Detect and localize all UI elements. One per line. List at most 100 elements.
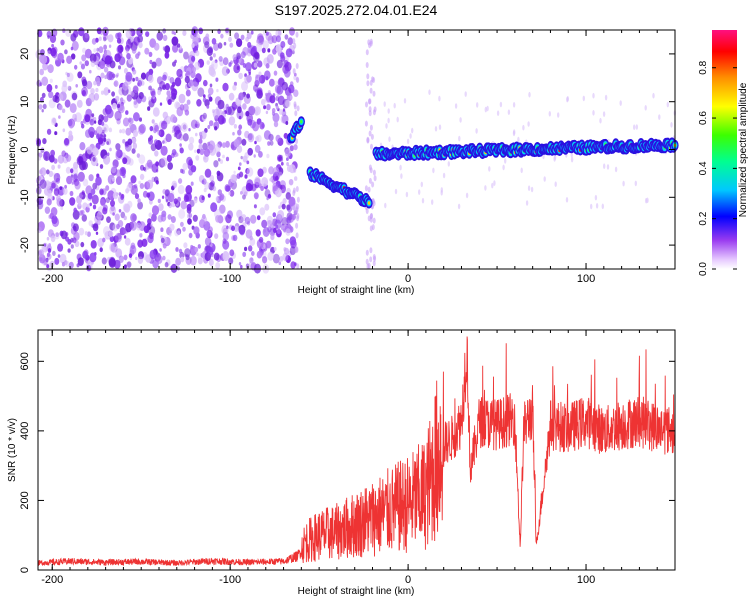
noise-speckle — [89, 252, 97, 263]
noise-speckle — [174, 77, 182, 87]
noise-speckle — [232, 234, 238, 242]
noise-speckle — [111, 91, 115, 97]
noise-speckle — [248, 245, 253, 252]
noise-speckle — [266, 54, 274, 64]
noise-speckle — [237, 129, 242, 136]
noise-speckle — [110, 204, 115, 212]
noise-speckle — [187, 218, 192, 225]
noise-speckle — [193, 33, 201, 43]
noise-speckle — [233, 124, 237, 129]
noise-speckle — [165, 133, 172, 143]
noise-speckle — [93, 80, 97, 86]
noise-speckle — [77, 171, 85, 182]
noise-speckle — [459, 117, 462, 123]
noise-speckle — [269, 95, 276, 104]
snr-y-tick-label: 0 — [19, 567, 31, 573]
noise-speckle — [46, 169, 50, 175]
noise-speckle — [502, 164, 505, 171]
noise-speckle — [118, 192, 122, 196]
noise-speckle — [234, 32, 240, 40]
noise-speckle — [150, 143, 157, 152]
noise-speckle — [250, 30, 254, 35]
noise-speckle — [90, 88, 95, 95]
colorbar-gradient — [712, 30, 737, 269]
noise-speckle — [277, 210, 285, 220]
noise-speckle — [91, 38, 97, 45]
noise-speckle — [80, 63, 86, 70]
noise-speckle — [203, 148, 210, 157]
noise-speckle — [635, 124, 638, 130]
noise-speckle — [175, 152, 179, 157]
noise-speckle — [365, 101, 368, 108]
noise-speckle — [272, 112, 280, 123]
noise-speckle — [38, 249, 44, 258]
noise-speckle — [411, 127, 414, 134]
noise-speckle — [101, 62, 105, 66]
noise-speckle — [232, 84, 237, 91]
noise-speckle — [81, 79, 88, 87]
noise-speckle — [372, 90, 376, 97]
noise-speckle — [136, 153, 141, 159]
noise-speckle — [115, 169, 122, 178]
noise-speckle — [41, 109, 44, 113]
snr-x-tick-label: -200 — [41, 574, 63, 586]
noise-speckle — [171, 88, 178, 97]
noise-speckle — [109, 147, 112, 152]
noise-speckle — [204, 168, 212, 178]
noise-speckle — [434, 126, 438, 132]
noise-speckle — [148, 137, 153, 145]
noise-speckle — [39, 96, 44, 103]
noise-speckle — [98, 36, 102, 41]
noise-speckle — [184, 76, 190, 84]
noise-speckle — [82, 250, 88, 259]
noise-speckle — [232, 131, 235, 136]
noise-speckle — [139, 183, 145, 189]
noise-speckle — [103, 115, 109, 123]
noise-speckle — [104, 75, 108, 80]
ridge-core — [367, 201, 371, 205]
noise-speckle — [89, 202, 92, 207]
noise-speckle — [168, 232, 172, 237]
noise-speckle — [266, 103, 271, 111]
noise-speckle — [38, 104, 43, 110]
noise-speckle — [245, 182, 252, 192]
noise-speckle — [566, 96, 569, 102]
noise-speckle — [372, 200, 376, 207]
noise-speckle — [603, 163, 606, 169]
noise-speckle — [156, 31, 164, 41]
noise-speckle — [76, 99, 83, 108]
noise-speckle — [219, 193, 225, 201]
noise-speckle — [135, 256, 138, 261]
noise-speckle — [219, 159, 224, 164]
noise-speckle — [138, 180, 141, 185]
noise-speckle — [294, 110, 298, 117]
noise-speckle — [79, 142, 86, 151]
noise-speckle — [188, 232, 193, 239]
noise-speckle — [148, 96, 152, 102]
noise-speckle — [262, 227, 270, 237]
noise-speckle — [159, 102, 163, 106]
noise-speckle — [172, 44, 179, 53]
noise-speckle — [365, 49, 369, 56]
noise-speckle — [54, 131, 57, 136]
noise-speckle — [58, 115, 61, 119]
noise-speckle — [255, 136, 260, 142]
noise-speckle — [393, 102, 396, 109]
noise-speckle — [162, 123, 166, 128]
noise-speckle — [98, 46, 104, 54]
noise-speckle — [171, 149, 177, 156]
noise-speckle — [285, 192, 291, 200]
noise-speckle — [265, 110, 269, 115]
noise-speckle — [81, 214, 88, 222]
noise-speckle — [197, 87, 205, 97]
noise-speckle — [67, 248, 71, 253]
noise-speckle — [50, 235, 56, 243]
noise-speckle — [263, 105, 267, 110]
noise-speckle — [295, 63, 299, 69]
noise-speckle — [602, 111, 606, 117]
noise-speckle — [222, 82, 229, 92]
noise-speckle — [369, 124, 373, 131]
noise-speckle — [226, 225, 229, 230]
noise-speckle — [53, 188, 60, 196]
noise-speckle — [112, 102, 117, 110]
